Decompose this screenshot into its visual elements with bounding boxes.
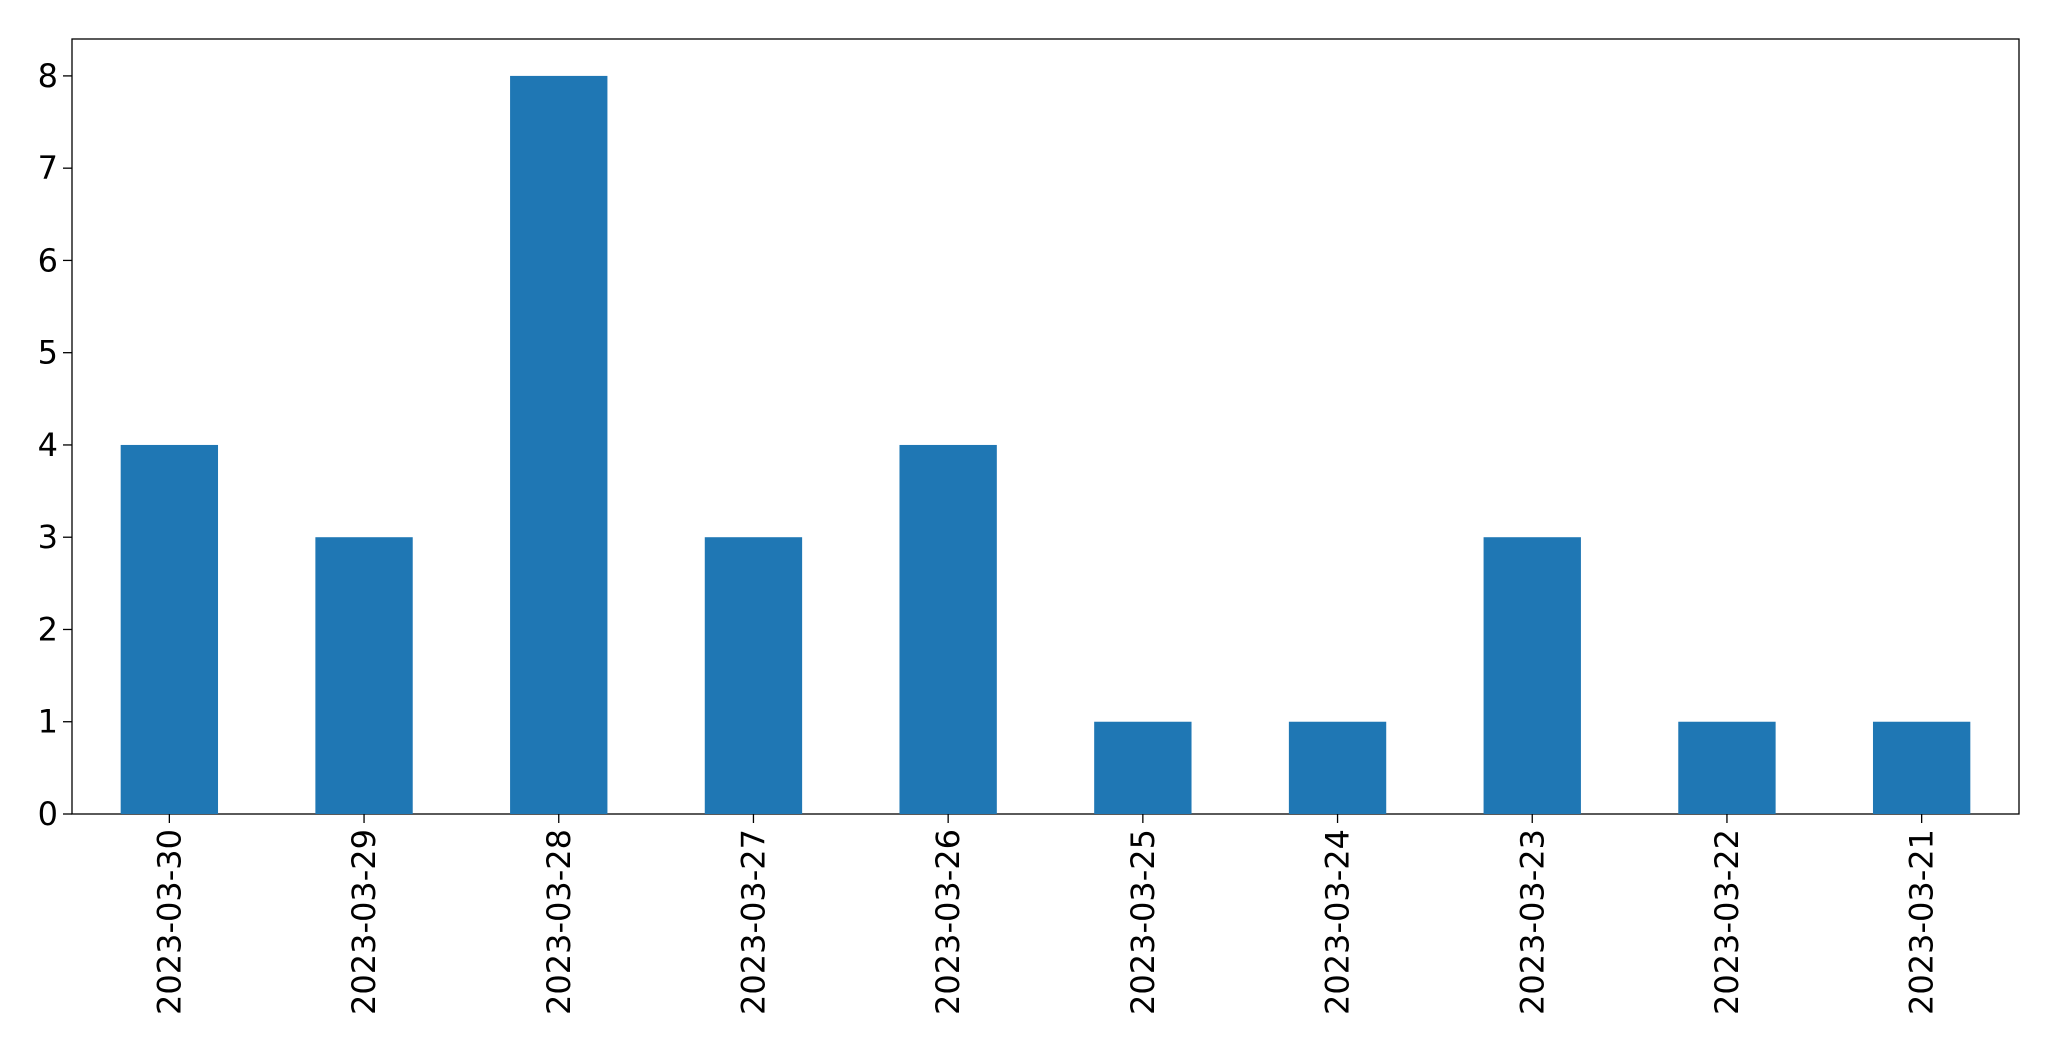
- y-tick-label: 4: [38, 426, 58, 464]
- y-tick-label: 2: [38, 610, 58, 648]
- x-tick-label: 2023-03-28: [540, 829, 578, 1015]
- bar: [510, 75, 608, 814]
- x-tick-label: 2023-03-24: [1319, 829, 1357, 1015]
- y-tick-label: 5: [38, 334, 58, 372]
- y-tick-label: 7: [38, 149, 58, 187]
- y-tick-label: 3: [38, 518, 58, 556]
- bar: [1288, 721, 1387, 814]
- y-tick-label: 6: [38, 241, 58, 279]
- x-tick-label: 2023-03-26: [929, 829, 967, 1015]
- y-tick-label: 1: [38, 703, 58, 741]
- bar: [315, 537, 413, 814]
- x-tick-label: 2023-03-30: [150, 829, 188, 1015]
- bar: [1483, 537, 1581, 814]
- bar: [120, 444, 219, 814]
- bar: [899, 444, 997, 814]
- bar: [1094, 721, 1192, 814]
- x-tick-label: 2023-03-23: [1513, 829, 1551, 1015]
- bar: [704, 537, 803, 814]
- y-tick-label: 8: [38, 57, 58, 95]
- plot-frame: [71, 38, 2020, 815]
- x-tick-label: 2023-03-25: [1124, 829, 1162, 1015]
- bar: [1678, 721, 1776, 814]
- x-tick-label: 2023-03-21: [1903, 829, 1941, 1015]
- bar: [1872, 721, 1971, 814]
- x-tick-label: 2023-03-22: [1708, 829, 1746, 1015]
- y-tick-label: 0: [38, 795, 58, 833]
- x-tick-label: 2023-03-27: [734, 829, 772, 1015]
- x-tick-label: 2023-03-29: [345, 829, 383, 1015]
